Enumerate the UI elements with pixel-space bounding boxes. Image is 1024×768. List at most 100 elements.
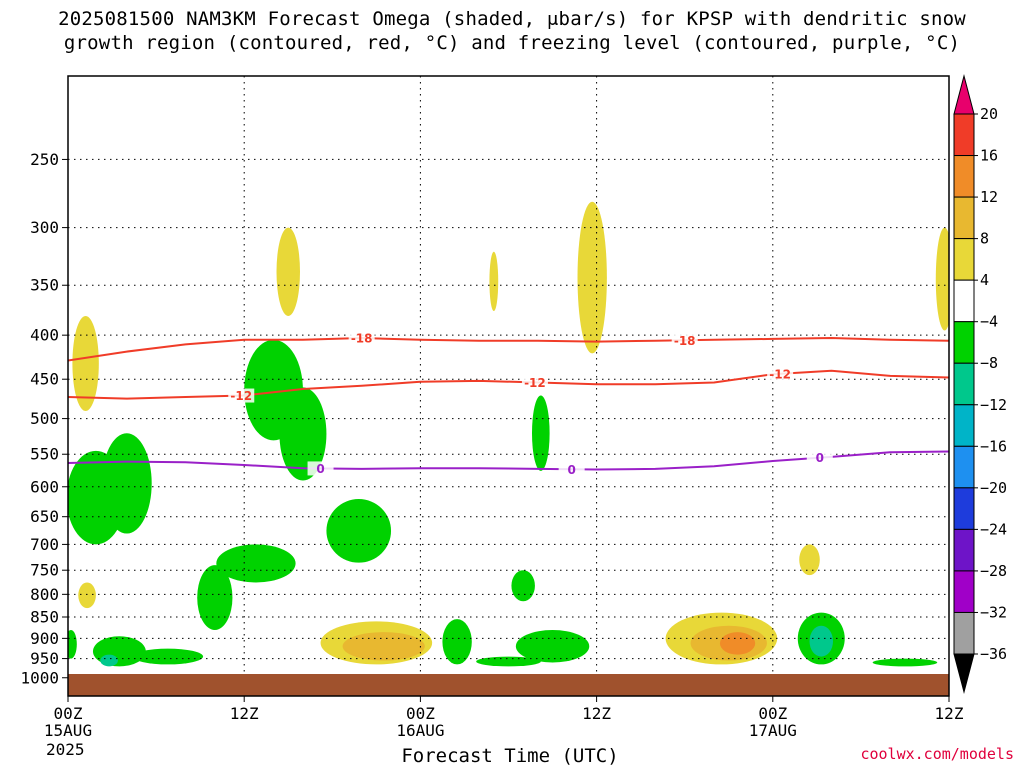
omega-feature--4-22 [515, 629, 590, 663]
omega-shading [68, 201, 949, 667]
y-tick-label-300: 300 [30, 218, 59, 237]
omega-feature-4-3 [577, 201, 607, 354]
colorbar-segment-8 [953, 445, 975, 489]
omega-feature--4-13 [101, 433, 152, 534]
colorbar-label-3: 8 [980, 230, 989, 248]
colorbar-segment-2 [953, 196, 975, 240]
colorbar-label-1: 16 [980, 147, 998, 165]
colorbar-label-12: −32 [980, 603, 1007, 621]
omega-feature--4-21 [442, 619, 472, 665]
x-tick-date-4: 17AUG [749, 721, 797, 740]
y-tick-label-950: 950 [30, 649, 59, 668]
omega-feature--4-25 [132, 648, 204, 665]
omega-feature--4-18 [197, 565, 233, 630]
x-tick-label-1: 12Z [230, 704, 259, 723]
colorbar-label-13: −36 [980, 645, 1007, 663]
y-tick-label-400: 400 [30, 326, 59, 345]
y-tick-label-350: 350 [30, 276, 59, 295]
omega-feature-4-0 [72, 315, 99, 412]
freezing-level-label-bg-0 [307, 461, 334, 476]
y-tick-label-600: 600 [30, 477, 59, 496]
omega-feature-4-1 [276, 227, 300, 316]
colorbar-segment-3 [953, 238, 975, 281]
colorbar-bottom-arrow [953, 653, 975, 694]
colorbar-segment-12 [953, 611, 975, 655]
colorbar-segment-7 [953, 404, 975, 447]
omega-feature--8-28 [809, 625, 834, 657]
contours: -18 -18 -12 -12 -12 0 0 0 [68, 330, 949, 477]
y-tick-label-450: 450 [30, 370, 59, 389]
dgz-contour-1-line [68, 369, 949, 400]
ground-fill [68, 673, 949, 696]
colorbar-segment-4 [953, 279, 975, 323]
colorbar: 20 16 12 8 4 −4 −8 −12 −16 −20 −24 −28 −32 −36 [953, 74, 1007, 694]
ground-surface [68, 673, 949, 696]
omega-feature--4-17 [216, 544, 296, 583]
y-tick-label-250: 250 [30, 150, 59, 169]
x-axis-year: 2025 [46, 740, 85, 759]
omega-feature-4-2 [489, 251, 499, 312]
colorbar-top-arrow [953, 74, 975, 115]
colorbar-segment-5 [953, 321, 975, 364]
y-tick-label-1000: 1000 [20, 668, 59, 687]
omega-feature--4-19 [531, 395, 550, 471]
dgz-contour-1-label-0: -12 [230, 389, 252, 403]
dgz-contour-0-line [68, 336, 949, 362]
colorbar-segment-0 [953, 113, 975, 157]
freezing-level-label-2: 0 [816, 451, 824, 465]
y-tick-label-900: 900 [30, 629, 59, 648]
colorbar-label-11: −28 [980, 562, 1007, 580]
colorbar-label-4: 4 [980, 271, 989, 289]
y-tick-label-500: 500 [30, 409, 59, 428]
colorbar-label-10: −24 [980, 520, 1007, 538]
colorbar-label-0: 20 [980, 105, 998, 123]
chart-title-line2: growth region (contoured, red, °C) and f… [63, 32, 961, 54]
x-tick-label-2: 00Z [406, 704, 435, 723]
colorbar-segment-9 [953, 487, 975, 530]
y-tick-label-550: 550 [30, 445, 59, 464]
colorbar-label-6: −8 [980, 354, 998, 372]
y-tick-label-850: 850 [30, 607, 59, 626]
colorbar-label-9: −20 [980, 479, 1007, 497]
y-axis: 250 300 350 400 450 500 550 600 650 700 750 800 850 9… [20, 150, 68, 687]
y-tick-label-800: 800 [30, 585, 59, 604]
freezing-level-line [68, 450, 949, 471]
x-axis-title: Forecast Time (UTC) [401, 745, 619, 767]
omega-feature-4-6 [799, 544, 820, 576]
x-tick-label-4: 00Z [758, 704, 787, 723]
omega-feature-12-11 [719, 632, 756, 655]
freezing-level-label-0: 0 [316, 462, 324, 476]
freezing-level-label-bg-1 [558, 462, 585, 477]
freezing-level-label-1: 0 [567, 463, 575, 477]
x-tick-date-0: 15AUG [44, 721, 92, 740]
dgz-contour-0-label-bg-0 [348, 330, 375, 345]
colorbar-label-8: −16 [980, 437, 1007, 455]
chart-title-line1: 2025081500 NAM3KM Forecast Omega (shaded… [58, 8, 966, 30]
colorbar-label-2: 12 [980, 188, 998, 206]
omega-feature--4-20 [511, 570, 535, 602]
omega-feature-8-8 [342, 632, 425, 661]
omega-feature-4-5 [78, 582, 96, 609]
dgz-contour-1-label-bg-2 [767, 366, 794, 381]
x-tick-date-2: 16AUG [396, 721, 444, 740]
dgz-contour-1-label-1: -12 [524, 376, 546, 390]
freezing-level-label-bg-2 [806, 450, 833, 465]
colorbar-label-7: −12 [980, 396, 1007, 414]
x-tick-label-5: 12Z [935, 704, 964, 723]
colorbar-segment-10 [953, 528, 975, 572]
dgz-contour-0-label-1: -18 [674, 334, 696, 348]
dgz-contour-1-label-bg-0 [228, 388, 255, 403]
omega-feature--4-23 [476, 656, 541, 667]
colorbar-segment-11 [953, 570, 975, 613]
omega-feature--4-15 [279, 387, 327, 481]
gridlines [68, 76, 949, 696]
omega-feature--4-26 [68, 629, 77, 659]
colorbar-segment-1 [953, 155, 975, 198]
y-tick-label-750: 750 [30, 561, 59, 580]
credit-link[interactable]: coolwx.com/models [860, 745, 1014, 763]
plot-frame [67, 75, 950, 697]
dgz-contour-0-label-0: -18 [351, 331, 373, 345]
omega-feature--4-30 [872, 658, 938, 667]
